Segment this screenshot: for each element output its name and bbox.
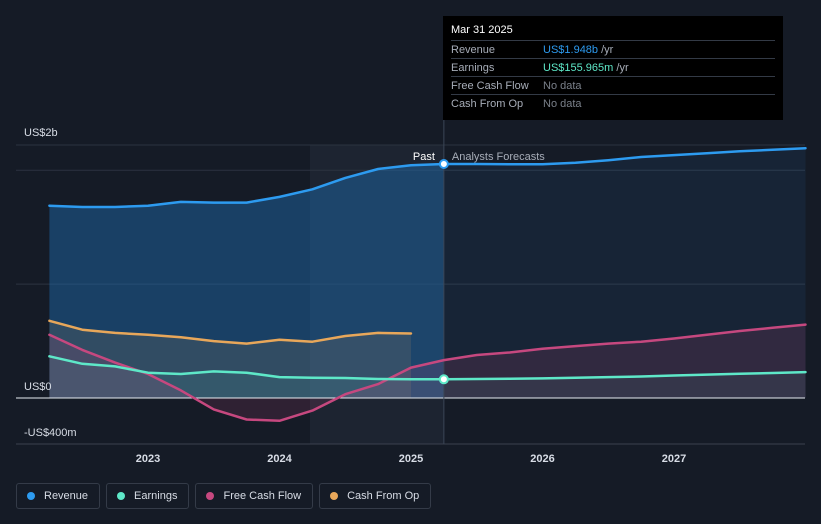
tooltip-unit: /yr <box>598 43 614 56</box>
tooltip-row-cash-from-op: Cash From Op No data <box>451 94 775 112</box>
legend-label: Cash From Op <box>347 490 420 502</box>
tooltip-value: No data <box>543 97 582 110</box>
tooltip-unit: /yr <box>613 61 629 74</box>
revenue-area-forecast <box>443 148 806 398</box>
legend-item-revenue[interactable]: Revenue <box>16 483 101 509</box>
cash-from-op-line <box>48 319 413 345</box>
cash-from-op-dot-icon <box>330 492 339 500</box>
tooltip-label: Revenue <box>451 43 496 56</box>
tooltip-row-revenue: Revenue US$1.948b /yr <box>451 40 775 58</box>
y-tick-label: -US$400m <box>24 427 77 439</box>
earnings-area <box>49 356 806 398</box>
legend-item-cash-from-op[interactable]: Cash From Op <box>319 483 432 509</box>
past-highlight-band <box>310 145 444 444</box>
free-cash-flow-dot-icon <box>206 492 215 500</box>
x-tick-label: 2025 <box>399 453 423 465</box>
free-cash-flow-area <box>49 324 806 421</box>
tooltip-panel: Mar 31 2025 Revenue US$1.948b /yr Earnin… <box>443 16 783 120</box>
tooltip-row-free-cash-flow: Free Cash Flow No data <box>451 76 775 94</box>
legend-label: Revenue <box>44 490 89 502</box>
legend-item-earnings[interactable]: Earnings <box>106 483 190 509</box>
legend-label: Earnings <box>134 490 178 502</box>
legend-item-free-cash-flow[interactable]: Free Cash Flow <box>195 483 314 509</box>
y-tick-label: US$2b <box>24 127 58 139</box>
x-tick-label: 2024 <box>267 453 292 465</box>
legend: Revenue Earnings Free Cash Flow Cash Fro… <box>16 483 432 509</box>
forecast-label: Analysts Forecasts <box>452 151 545 163</box>
legend-label: Free Cash Flow <box>223 490 302 502</box>
x-tick-label: 2027 <box>662 453 686 465</box>
tooltip-value: No data <box>543 79 582 92</box>
x-tick-label: 2023 <box>136 453 160 465</box>
earnings-marker <box>438 374 449 385</box>
earnings-line <box>48 355 807 381</box>
tooltip-label: Earnings <box>451 61 495 74</box>
y-tick-label: US$0 <box>24 381 52 393</box>
tooltip-label: Free Cash Flow <box>451 79 529 92</box>
earnings-dot-icon <box>117 492 126 500</box>
free-cash-flow-line <box>48 323 807 423</box>
x-tick-label: 2026 <box>530 453 554 465</box>
revenue-line <box>48 146 807 209</box>
tooltip-value: US$155.965m <box>543 61 614 74</box>
revenue-dot-icon <box>27 492 35 500</box>
past-label: Past <box>413 151 435 163</box>
tooltip-label: Cash From Op <box>451 97 524 110</box>
tooltip-row-earnings: Earnings US$155.965m /yr <box>451 58 775 76</box>
tooltip-value: US$1.948b <box>543 43 599 56</box>
revenue-marker <box>438 158 449 169</box>
tooltip-date: Mar 31 2025 <box>451 24 513 36</box>
revenue-area-past <box>49 164 444 398</box>
